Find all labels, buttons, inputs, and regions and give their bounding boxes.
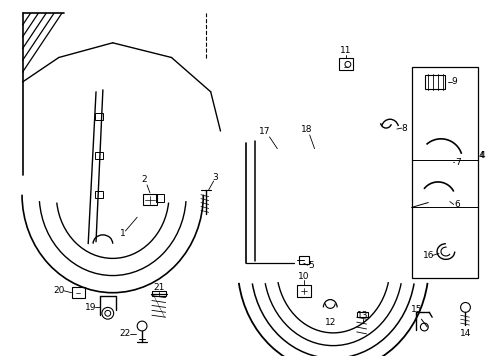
Text: 4: 4 (477, 151, 483, 160)
Text: 20: 20 (53, 286, 64, 295)
Bar (296, 285, 310, 297)
Text: 4: 4 (478, 151, 484, 160)
Text: 21: 21 (153, 283, 164, 292)
Text: 12: 12 (324, 318, 335, 327)
Text: 16: 16 (422, 251, 433, 260)
Text: 11: 11 (340, 46, 351, 55)
Bar (156, 194, 163, 202)
Text: 15: 15 (410, 305, 421, 314)
Bar (411, 67, 477, 278)
Text: 1: 1 (120, 229, 125, 238)
Text: 6: 6 (454, 200, 460, 209)
Bar (95, 152, 102, 159)
Text: 5: 5 (308, 261, 314, 270)
Text: 17: 17 (258, 126, 270, 135)
Text: 14: 14 (459, 329, 470, 338)
Text: 18: 18 (301, 125, 312, 134)
Text: 7: 7 (454, 158, 460, 167)
Text: 19: 19 (85, 303, 97, 312)
Bar (298, 256, 308, 264)
Bar (95, 113, 102, 120)
Bar (356, 312, 368, 317)
Bar (425, 75, 444, 89)
Text: 9: 9 (451, 77, 457, 86)
Bar (72, 287, 84, 298)
Text: 22: 22 (120, 329, 131, 338)
Text: 2: 2 (141, 175, 146, 184)
Text: 10: 10 (297, 271, 309, 280)
Text: 13: 13 (356, 311, 367, 320)
Bar (338, 58, 352, 70)
Text: 3: 3 (212, 172, 218, 181)
Bar (143, 194, 157, 206)
Bar (152, 291, 165, 296)
Text: 8: 8 (401, 123, 407, 132)
Bar (95, 191, 102, 198)
